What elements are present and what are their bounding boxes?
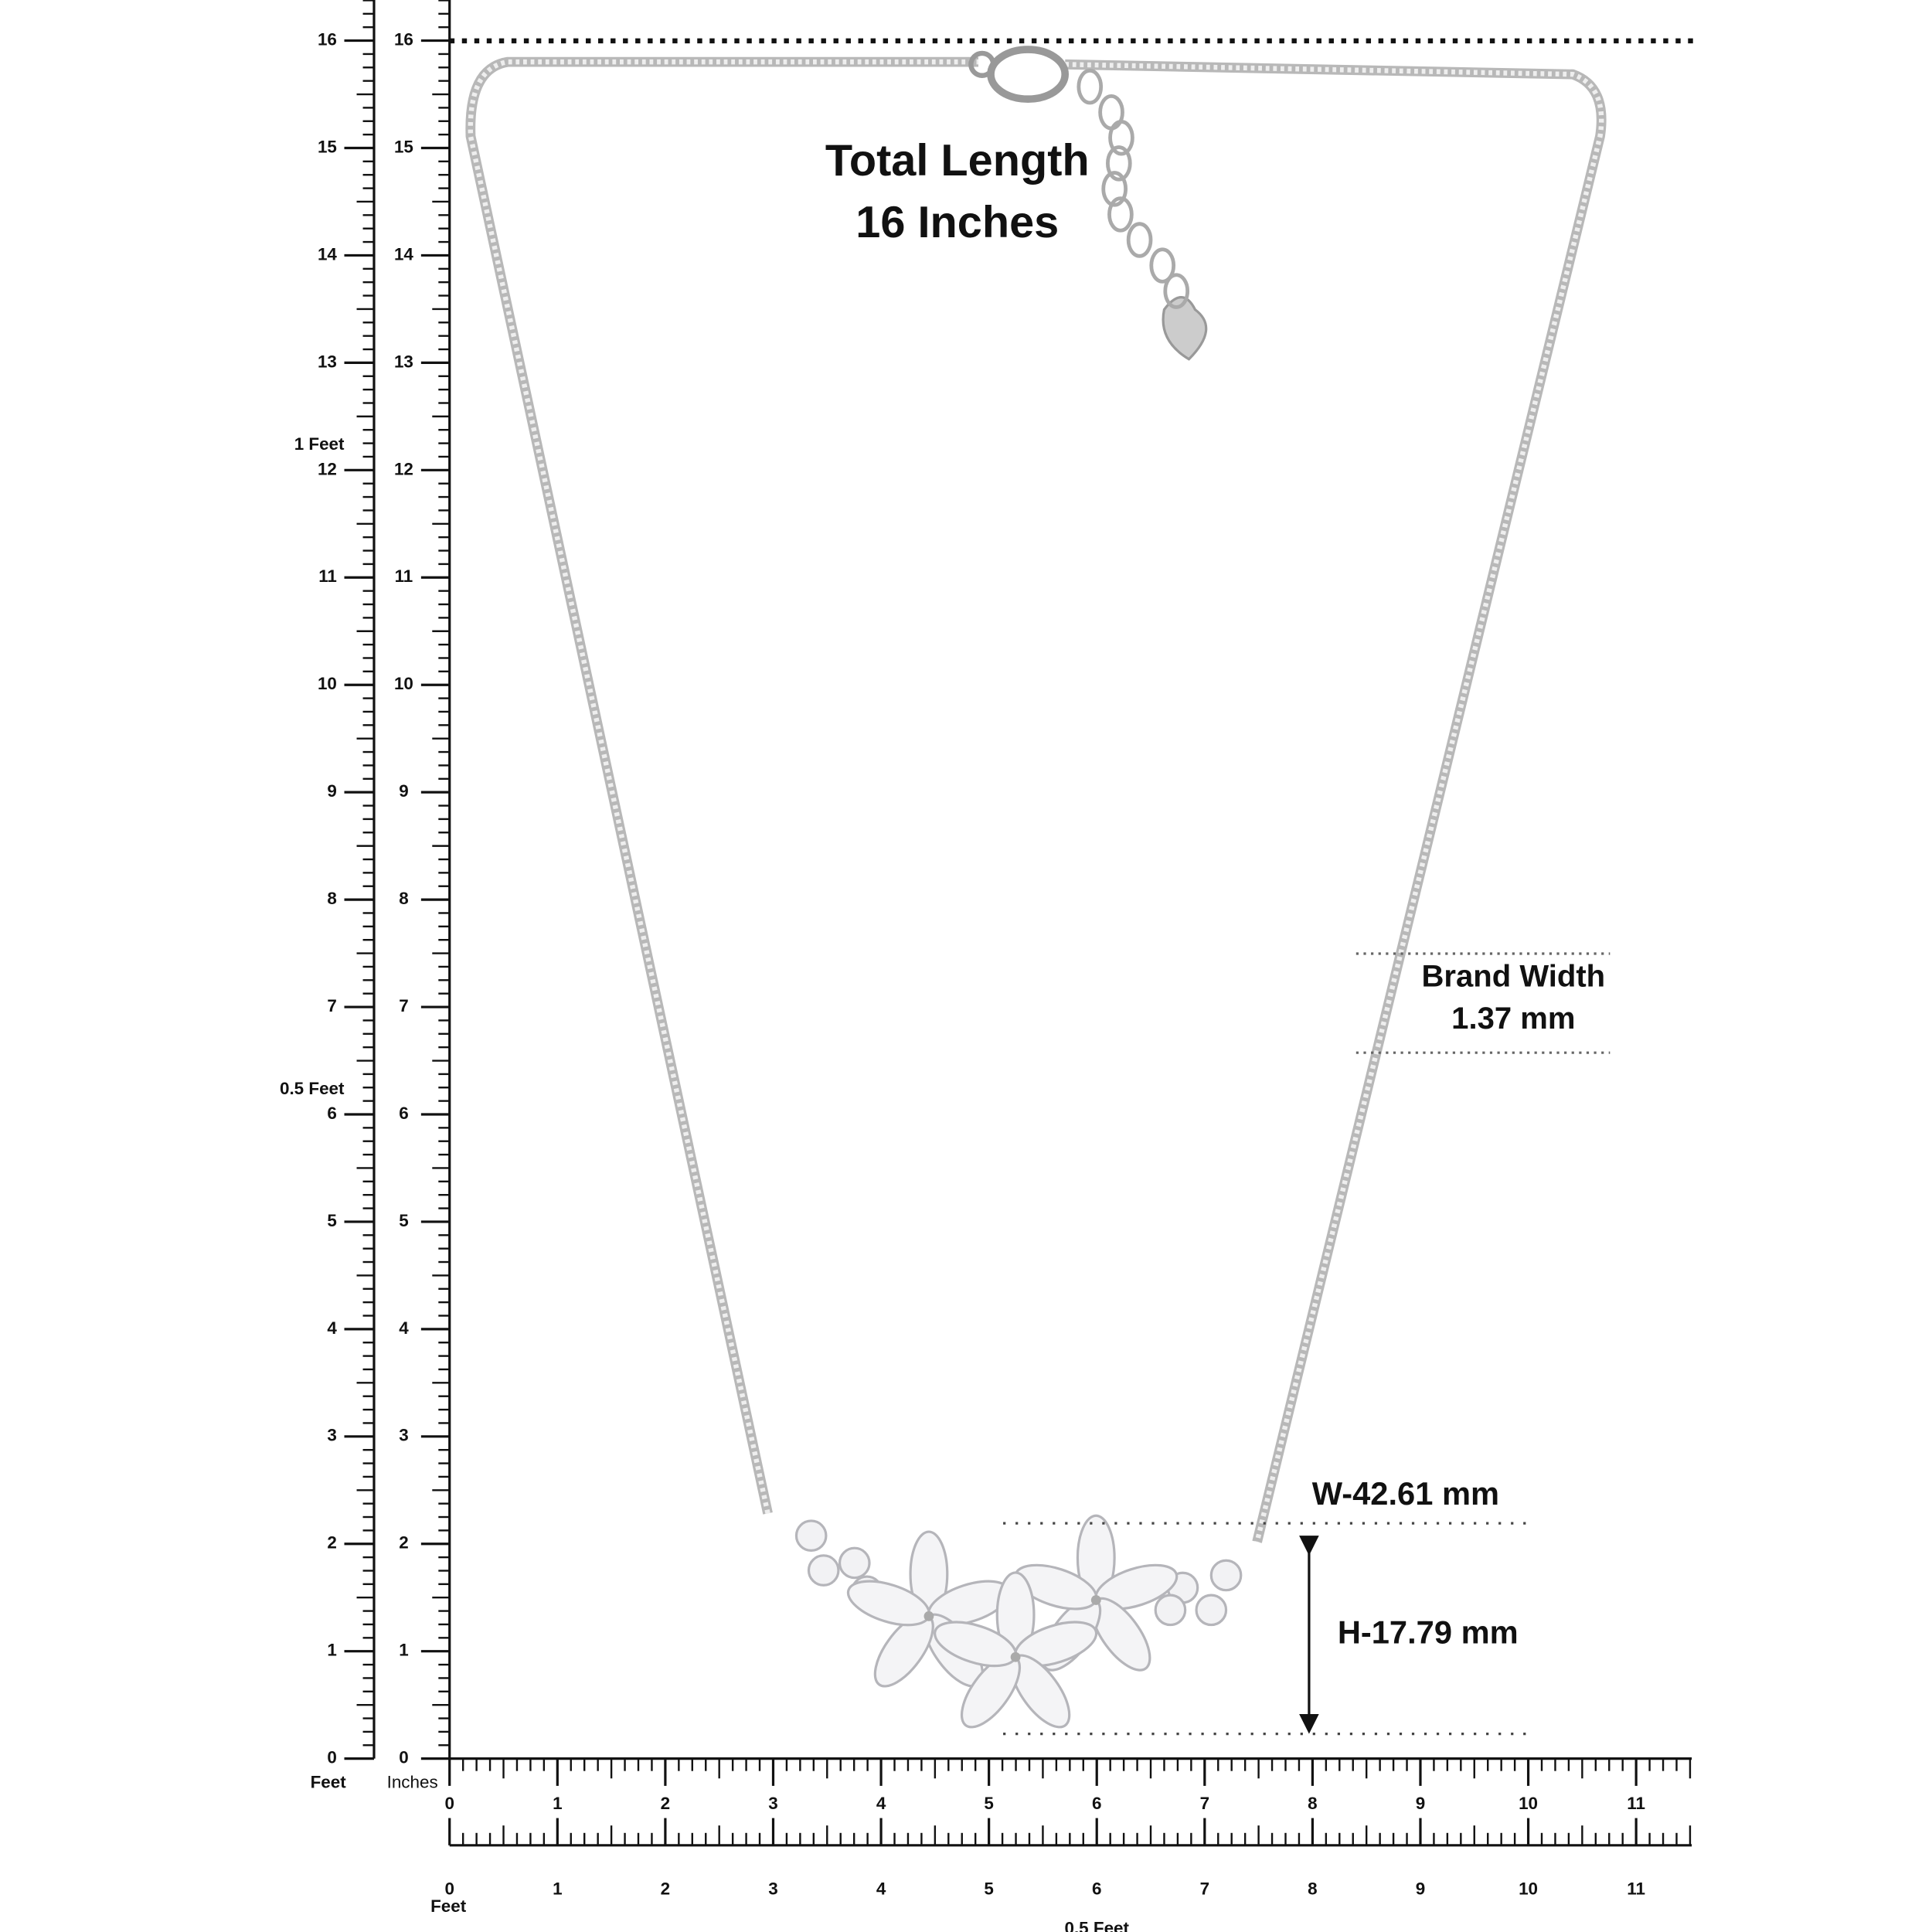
second-tick-label: 0	[444, 1879, 454, 1898]
outer-tick-label: 2	[327, 1533, 336, 1553]
round-stone	[1195, 1594, 1228, 1627]
outer-tick-label: 10	[318, 674, 337, 693]
inner-tick-label: 0	[399, 1748, 408, 1767]
bottom-tick-label: 9	[1416, 1794, 1425, 1813]
chain-left-links	[468, 59, 979, 1515]
feet-mark-label: 0.5 Feet	[280, 1079, 345, 1098]
outer-tick-label: 16	[318, 29, 337, 49]
second-tick-label: 11	[1627, 1879, 1645, 1898]
inner-tick-label: 2	[399, 1533, 408, 1553]
chain-right-links	[1065, 62, 1604, 1543]
band-width-title: Brand Width	[1421, 960, 1605, 994]
outer-tick-label: 5	[327, 1211, 336, 1230]
total-length-value: 16 Inches	[855, 198, 1059, 247]
extender-link	[1077, 68, 1104, 105]
second-tick-label: 7	[1200, 1879, 1209, 1898]
second-unit: Feet	[430, 1896, 467, 1916]
outer-tick-label: 8	[327, 889, 336, 908]
jump-ring	[968, 50, 996, 78]
inner-tick-label: 7	[399, 996, 408, 1015]
second-tick-label: 9	[1416, 1879, 1425, 1898]
outer-tick-label: 15	[318, 137, 337, 156]
flower-center	[1090, 1595, 1101, 1605]
inner-tick-label: 15	[394, 137, 413, 156]
second-tick-label: 4	[876, 1879, 886, 1898]
heart-tag	[1162, 296, 1208, 361]
bottom-tick-label: 0	[444, 1794, 454, 1813]
outer-tick-label: 12	[318, 459, 337, 478]
outer-tick-label: 6	[327, 1104, 336, 1123]
inner-tick-label: 4	[399, 1318, 409, 1338]
round-stone	[1209, 1559, 1243, 1592]
outer-tick-label: 11	[318, 566, 337, 586]
bottom-tick-label: 10	[1519, 1794, 1538, 1813]
second-tick-label: 10	[1519, 1879, 1538, 1898]
second-tick-label: 8	[1308, 1879, 1317, 1898]
feet-mark-label: 1 Feet	[294, 434, 345, 454]
second-tick-label: 5	[984, 1879, 993, 1898]
second-tick-label: 2	[661, 1879, 670, 1898]
bottom-tick-label: 3	[768, 1794, 777, 1813]
bottom-tick-label: 8	[1308, 1794, 1317, 1813]
inner-tick-label: 13	[394, 352, 413, 371]
inner-tick-label: 5	[399, 1211, 408, 1230]
extender-link	[1105, 145, 1132, 182]
outer-tick-label: 1	[327, 1641, 336, 1660]
round-stone	[1154, 1594, 1187, 1627]
outer-tick-label: 0	[327, 1748, 336, 1767]
inner-tick-label: 10	[394, 674, 413, 693]
chain-right	[1065, 59, 1607, 1543]
bottom-tick-label: 5	[984, 1794, 993, 1813]
inner-unit: Inches	[387, 1773, 438, 1792]
outer-unit: Feet	[311, 1773, 347, 1792]
round-stone	[794, 1519, 828, 1553]
outer-tick-label: 14	[318, 244, 337, 264]
inner-tick-label: 14	[394, 244, 413, 264]
outer-tick-label: 9	[327, 781, 336, 801]
second-tick-label: 3	[768, 1879, 777, 1898]
outer-tick-label: 3	[327, 1426, 336, 1445]
flower-center	[1010, 1651, 1021, 1662]
bottom-tick-label: 11	[1627, 1794, 1645, 1813]
band-width-value: 1.37 mm	[1451, 1002, 1575, 1036]
bottom-tick-label: 2	[661, 1794, 670, 1813]
round-stone	[807, 1554, 840, 1587]
pendant-width: W-42.61 mm	[1312, 1475, 1499, 1512]
extender-link	[1126, 222, 1153, 258]
inner-tick-label: 8	[399, 889, 408, 908]
necklace	[465, 46, 1607, 1729]
outer-tick-label: 4	[327, 1318, 337, 1338]
outer-tick-label: 7	[327, 996, 336, 1015]
pendant-height: H-17.79 mm	[1338, 1614, 1519, 1650]
inner-tick-label: 12	[394, 459, 413, 478]
extender-link	[1107, 196, 1134, 233]
bottom-tick-label: 6	[1092, 1794, 1101, 1813]
outer-tick-label: 13	[318, 352, 337, 371]
inner-tick-label: 1	[399, 1641, 408, 1660]
bottom-tick-label: 4	[876, 1794, 886, 1813]
second-mark-label: 0.5 Feet	[1064, 1919, 1129, 1932]
inner-tick-label: 16	[394, 29, 413, 49]
inner-tick-label: 11	[395, 566, 413, 586]
extender-link	[1101, 171, 1128, 207]
round-stone	[838, 1546, 871, 1580]
second-tick-label: 1	[553, 1879, 562, 1898]
inner-tick-label: 3	[399, 1426, 408, 1445]
inner-tick-label: 6	[399, 1104, 408, 1123]
chain-left	[465, 56, 979, 1515]
flower-center	[923, 1611, 934, 1621]
clasp	[987, 46, 1070, 104]
total-length-title: Total Length	[825, 136, 1090, 185]
bottom-tick-label: 1	[553, 1794, 562, 1813]
inner-tick-label: 9	[399, 781, 408, 801]
extender-link	[1108, 120, 1134, 156]
second-tick-label: 6	[1092, 1879, 1101, 1898]
extender-link	[1163, 273, 1190, 309]
extender-link	[1149, 247, 1176, 284]
bottom-tick-label: 7	[1200, 1794, 1209, 1813]
